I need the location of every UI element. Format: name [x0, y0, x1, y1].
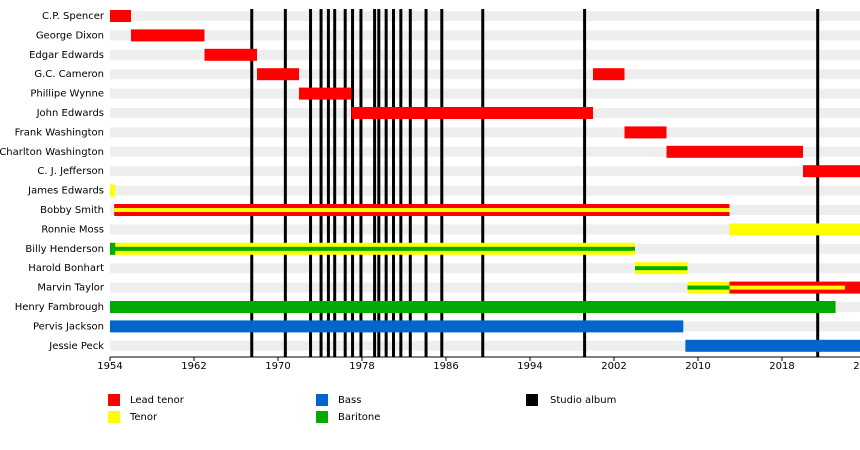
row-label: Frank Washington [15, 127, 104, 138]
row-label: Harold Bonhart [28, 263, 104, 274]
period-stripe [635, 266, 688, 271]
legend-swatch [526, 394, 538, 406]
period-bar [257, 68, 299, 81]
legend-label: Tenor [129, 412, 158, 423]
x-tick-label: 1978 [349, 361, 374, 372]
legend-label: Baritone [338, 412, 380, 423]
period-bar [110, 10, 131, 22]
period-bar [110, 301, 836, 313]
x-tick-label: 1994 [517, 361, 542, 372]
row-label: Charlton Washington [0, 147, 104, 158]
period-bar [666, 145, 803, 158]
row-band [110, 88, 860, 99]
period-stripe [110, 246, 635, 251]
row-label: George Dixon [36, 30, 104, 41]
row-label: John Edwards [36, 108, 104, 119]
row-band [110, 166, 860, 177]
period-bar [803, 165, 860, 178]
legend-label: Lead tenor [130, 395, 185, 406]
legend-swatch [316, 411, 328, 423]
legend-label: Studio album [550, 395, 616, 406]
row-label: C. J. Jefferson [37, 166, 104, 177]
x-tick-label: 2026 [853, 361, 860, 372]
x-tick-label: 1962 [181, 361, 206, 372]
row-label: Jessie Peck [48, 341, 104, 352]
legend-swatch [316, 394, 328, 406]
period-stripe [114, 208, 730, 212]
row-band [110, 127, 860, 138]
row-band [110, 11, 860, 21]
row-label: Bobby Smith [40, 205, 104, 216]
period-bar [729, 223, 860, 236]
period-bar [131, 29, 205, 42]
row-band [110, 224, 860, 235]
row-band [110, 146, 860, 157]
x-tick-label: 2010 [685, 361, 710, 372]
row-label: Phillipe Wynne [30, 89, 104, 100]
row-label: C.P. Spencer [42, 11, 105, 22]
row-band [110, 49, 860, 60]
row-band [110, 30, 860, 41]
period-bar [351, 107, 593, 119]
period-bar [299, 87, 352, 100]
x-tick-label: 2002 [601, 361, 626, 372]
x-tick-label: 1954 [97, 361, 122, 372]
row-band [110, 185, 860, 196]
row-band [110, 69, 860, 80]
x-tick-label: 1986 [433, 361, 458, 372]
row-band [110, 282, 860, 293]
period-bar [110, 320, 684, 333]
period-bar [204, 48, 257, 61]
period-stripe [687, 285, 730, 290]
row-label: Marvin Taylor [37, 283, 104, 294]
legend-swatch [108, 394, 120, 406]
period-bar [110, 184, 116, 197]
period-stripe [729, 285, 845, 290]
row-label: Ronnie Moss [41, 224, 104, 235]
period-bar [685, 339, 860, 352]
period-bar [110, 242, 116, 255]
row-label: James Edwards [27, 186, 104, 197]
period-bar [624, 126, 667, 139]
legend-label: Bass [338, 395, 361, 406]
row-label: Billy Henderson [25, 244, 104, 255]
row-band [110, 263, 860, 274]
period-bar [593, 68, 625, 81]
row-label: Pervis Jackson [33, 321, 104, 332]
row-label: G.C. Cameron [34, 69, 104, 80]
x-tick-label: 1970 [265, 361, 290, 372]
row-label: Edgar Edwards [29, 50, 104, 61]
row-label: Henry Fambrough [15, 302, 104, 313]
x-tick-label: 2018 [769, 361, 794, 372]
row-band [110, 340, 860, 351]
legend-swatch [108, 411, 120, 423]
